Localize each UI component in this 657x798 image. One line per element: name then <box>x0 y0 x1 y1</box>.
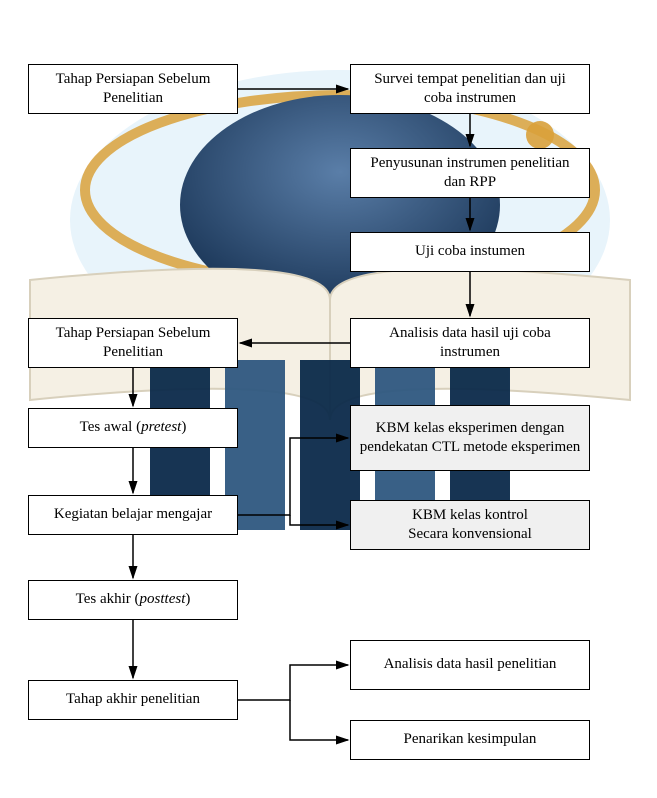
tes-awal-suffix: ) <box>181 419 186 435</box>
box-tes-awal: Tes awal (pretest) <box>28 408 238 448</box>
tes-akhir-suffix: ) <box>185 591 190 607</box>
box-analisis-penelitian: Analisis data hasil penelitian <box>350 640 590 690</box>
box-kegiatan: Kegiatan belajar mengajar <box>28 495 238 535</box>
box-tes-akhir: Tes akhir (posttest) <box>28 580 238 620</box>
box-penyusunan: Penyusunan instrumen penelitian dan RPP <box>350 148 590 198</box>
box-analisis-uji: Analisis data hasil uji coba instrumen <box>350 318 590 368</box>
box-kbm-eksperimen: KBM kelas eksperimen dengan pendekatan C… <box>350 405 590 471</box>
tes-awal-italic: pretest <box>141 419 181 435</box>
tes-akhir-prefix: Tes akhir ( <box>76 591 140 607</box>
box-kbm-kontrol: KBM kelas kontrol Secara konvensional <box>350 500 590 550</box>
box-survei: Survei tempat penelitian dan uji coba in… <box>350 64 590 114</box>
kbm-kontrol-line2: Secara konvensional <box>408 526 532 542</box>
box-tahap-persiapan-2: Tahap Persiapan Sebelum Penelitian <box>28 318 238 368</box>
box-tahap-persiapan-1: Tahap Persiapan Sebelum Penelitian <box>28 64 238 114</box>
tes-akhir-italic: posttest <box>140 591 186 607</box>
box-uji-coba: Uji coba instumen <box>350 232 590 272</box>
box-tahap-akhir: Tahap akhir penelitian <box>28 680 238 720</box>
box-penarikan: Penarikan kesimpulan <box>350 720 590 760</box>
kbm-kontrol-line1: KBM kelas kontrol <box>412 507 528 523</box>
tes-awal-prefix: Tes awal ( <box>80 419 141 435</box>
